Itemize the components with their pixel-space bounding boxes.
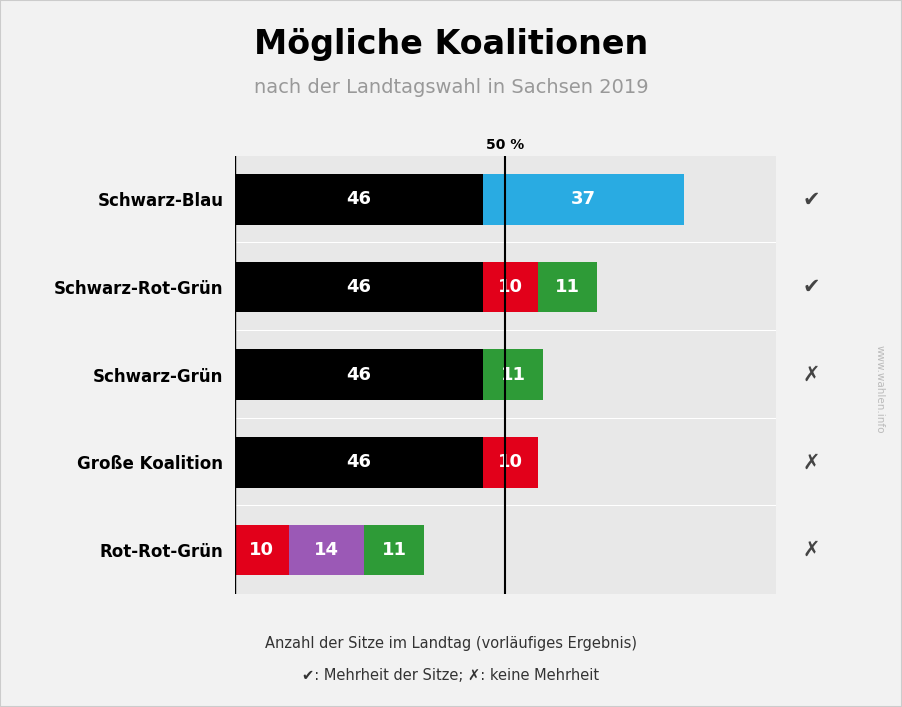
Text: 46: 46 (346, 190, 372, 209)
Text: 46: 46 (346, 453, 372, 472)
Text: www.wahlen.info: www.wahlen.info (874, 344, 885, 433)
Text: 11: 11 (382, 541, 407, 559)
Text: ✗: ✗ (803, 540, 820, 560)
Text: 10: 10 (498, 278, 523, 296)
Bar (235, 174, 483, 225)
Bar (483, 349, 543, 400)
Text: ✗: ✗ (803, 452, 820, 472)
Bar (483, 262, 538, 312)
Bar (235, 437, 483, 488)
Text: 10: 10 (498, 453, 523, 472)
Bar (538, 262, 597, 312)
Text: 46: 46 (346, 366, 372, 384)
Bar (235, 331, 776, 419)
Text: nach der Landtagswahl in Sachsen 2019: nach der Landtagswahl in Sachsen 2019 (253, 78, 649, 97)
Text: Anzahl der Sitze im Landtag (vorläufiges Ergebnis): Anzahl der Sitze im Landtag (vorläufiges… (265, 636, 637, 651)
Text: Mögliche Koalitionen: Mögliche Koalitionen (253, 28, 649, 62)
Bar (483, 174, 684, 225)
Text: ✗: ✗ (803, 365, 820, 385)
Bar (235, 156, 776, 243)
Text: ✔: ✔ (803, 189, 820, 209)
Text: 11: 11 (555, 278, 580, 296)
Text: 14: 14 (314, 541, 339, 559)
Bar (364, 525, 424, 575)
Bar (235, 349, 483, 400)
Text: 10: 10 (249, 541, 274, 559)
Bar (235, 330, 776, 331)
Text: ✔: ✔ (803, 277, 820, 297)
Text: 46: 46 (346, 278, 372, 296)
Bar (235, 243, 776, 331)
Bar (235, 525, 289, 575)
Bar (483, 437, 538, 488)
Bar (235, 419, 776, 506)
Text: ✔: Mehrheit der Sitze; ✗: keine Mehrheit: ✔: Mehrheit der Sitze; ✗: keine Mehrheit (302, 668, 600, 683)
Text: 11: 11 (501, 366, 526, 384)
Bar (235, 262, 483, 312)
Text: 50 %: 50 % (486, 138, 524, 152)
Text: 37: 37 (571, 190, 596, 209)
Bar (235, 506, 776, 594)
Bar (235, 418, 776, 419)
Bar (289, 525, 364, 575)
